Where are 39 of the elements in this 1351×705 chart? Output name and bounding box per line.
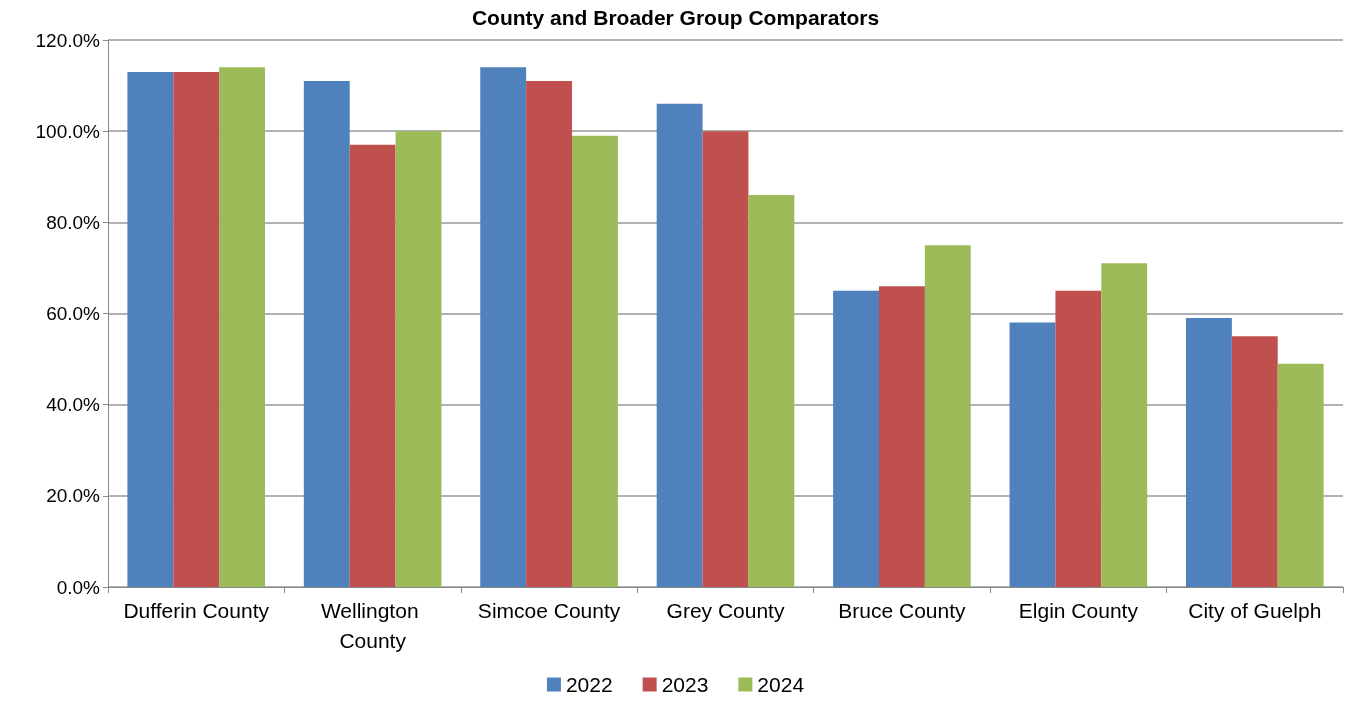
y-tick-label: 80.0% [46,211,101,233]
y-tick-label: 0.0% [56,576,101,598]
bar [1185,318,1232,587]
legend-label: 2024 [757,673,805,696]
legend-label: 2022 [565,673,613,696]
bar [1055,290,1102,587]
bar [1101,263,1148,587]
bar [656,103,703,587]
x-tick-label: Simcoe County [477,598,621,622]
y-tick-label: 60.0% [46,303,101,324]
bar [1009,322,1056,587]
bar [219,67,266,587]
bar [173,71,220,587]
bar [127,71,174,587]
y-tick-label: 20.0% [46,485,101,507]
x-tick-label: City of Guelph [1188,598,1322,622]
bar [924,245,971,587]
bar [526,81,573,587]
bar [480,67,527,587]
chart-title: County and Broader Group Comparators [471,6,880,29]
bar [702,131,749,587]
bar [303,81,350,587]
bar [349,144,396,587]
bar [833,290,879,587]
bar [878,286,925,587]
x-tick-label: Wellington County [320,598,425,652]
bar [395,131,442,587]
legend-label: 2023 [661,673,709,696]
y-tick-label: 120.0% [35,29,101,51]
bar [572,135,618,587]
bar [1231,336,1278,587]
x-tick-label: Dufferin County [123,598,270,622]
y-tick-label: 100.0% [35,120,101,142]
x-tick-label: Bruce County [838,598,967,622]
x-tick-label: Grey County [666,598,785,622]
bar [1277,363,1324,587]
bar [748,194,795,587]
x-tick-label: Elgin County [1018,598,1139,622]
y-tick-label: 40.0% [46,394,101,416]
